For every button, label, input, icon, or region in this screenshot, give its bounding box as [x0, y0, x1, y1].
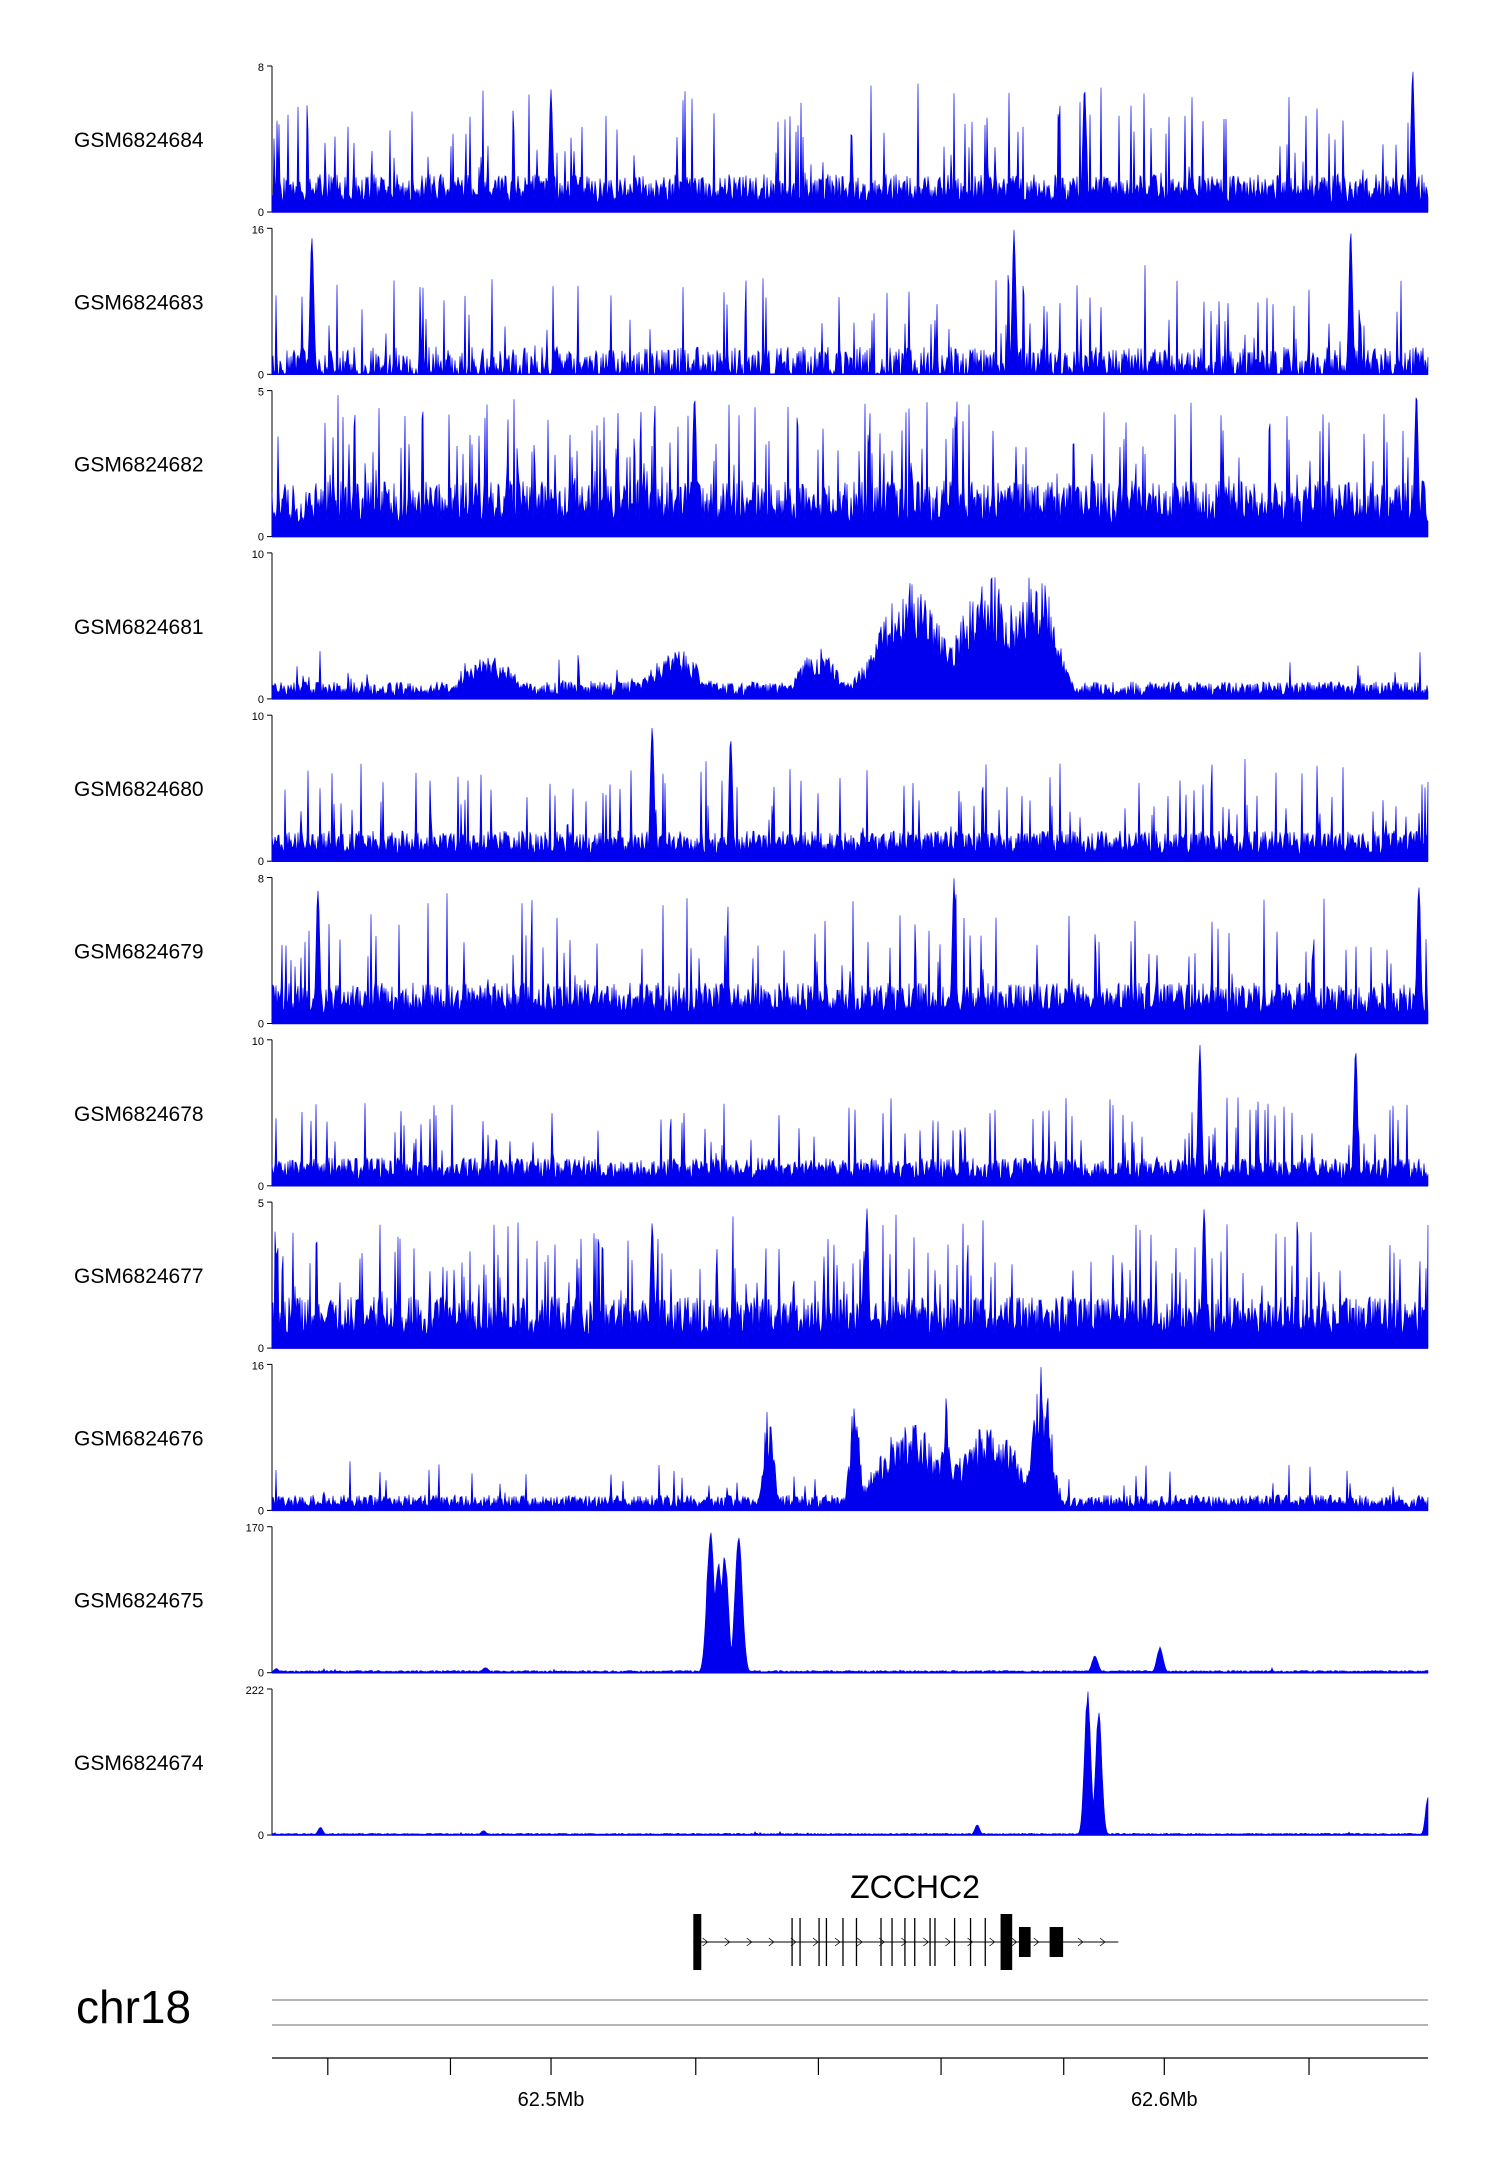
strand-arrow: [1077, 1937, 1084, 1947]
strand-arrow: [1099, 1937, 1106, 1947]
exon: [842, 1918, 844, 1966]
exon: [904, 1918, 906, 1966]
coverage-signal: [271, 1366, 1429, 1511]
exon: [799, 1918, 801, 1966]
strand-arrow: [1033, 1937, 1040, 1947]
strand-arrow: [768, 1937, 775, 1947]
chromosome-label: chr18: [76, 1981, 191, 2033]
track-GSM6824681: GSM6824681 10 0: [74, 549, 1429, 706]
strand-arrow: [923, 1937, 929, 1947]
exon: [825, 1918, 828, 1966]
track-label: GSM6824675: [74, 1590, 204, 1613]
coverage-signal: [271, 71, 1429, 213]
y-min-label: 0: [258, 694, 264, 706]
y-max-label: 5: [258, 387, 264, 399]
y-min-label: 0: [258, 369, 264, 381]
track-GSM6824676: GSM6824676 16 0: [74, 1360, 1429, 1517]
exon: [934, 1918, 936, 1966]
coverage-signal: [271, 577, 1429, 700]
x-tick-label: 62.5Mb: [518, 2089, 585, 2111]
gene-name-label: ZCCHC2: [850, 1869, 980, 1905]
track-label: GSM6824674: [74, 1752, 204, 1775]
exon: [693, 1914, 702, 1970]
strand-arrow: [967, 1937, 974, 1947]
y-min-label: 0: [258, 1019, 264, 1031]
exon: [914, 1918, 916, 1966]
y-min-label: 0: [258, 1505, 264, 1517]
y-max-label: 10: [252, 711, 264, 723]
exon: [969, 1918, 972, 1966]
coverage-signal: [271, 229, 1429, 376]
y-max-label: 10: [252, 1036, 264, 1048]
exon: [953, 1918, 956, 1966]
y-max-label: 10: [252, 549, 264, 561]
track-GSM6824680: GSM6824680 10 0: [74, 711, 1429, 868]
strand-arrow: [724, 1937, 731, 1947]
y-min-label: 0: [258, 856, 264, 868]
coverage-tracks: GSM682468480GSM6824683160GSM682468250GSM…: [74, 62, 1429, 1842]
exon: [855, 1918, 858, 1966]
track-label: GSM6824681: [74, 616, 204, 639]
strand-arrow: [702, 1937, 709, 1947]
exon: [1049, 1927, 1064, 1957]
exon: [818, 1918, 820, 1966]
gene-annotation-track: ZCCHC2: [693, 1869, 1119, 1970]
coverage-signal: [271, 1691, 1429, 1836]
y-min-label: 0: [258, 1668, 264, 1680]
x-tick-label: 62.6Mb: [1131, 2089, 1198, 2111]
track-GSM6824674: GSM6824674 222 0: [74, 1685, 1429, 1842]
y-min-label: 0: [258, 1181, 264, 1193]
strand-arrow: [746, 1937, 753, 1947]
coverage-signal: [271, 395, 1429, 537]
y-max-label: 8: [258, 62, 264, 74]
y-max-label: 5: [258, 1198, 264, 1210]
track-label: GSM6824677: [74, 1265, 204, 1288]
track-label: GSM6824682: [74, 454, 204, 477]
y-max-label: 222: [246, 1685, 264, 1697]
strand-arrow: [945, 1937, 952, 1947]
strand-arrow: [812, 1937, 819, 1947]
y-max-label: 16: [252, 1360, 264, 1372]
strand-arrow: [834, 1937, 841, 1947]
track-GSM6824678: GSM6824678 10 0: [74, 1036, 1429, 1193]
track-GSM6824675: GSM6824675 170 0: [74, 1523, 1429, 1680]
coverage-signal: [271, 878, 1429, 1024]
track-label: GSM6824680: [74, 778, 204, 801]
track-label: GSM6824679: [74, 941, 204, 964]
exon: [1018, 1927, 1031, 1957]
exon: [791, 1918, 793, 1966]
track-GSM6824683: GSM6824683 16 0: [74, 224, 1429, 381]
strand-arrow: [901, 1937, 907, 1947]
genomic-axis: chr18 62.5Mb 62.6Mb: [76, 1981, 1428, 2111]
y-max-label: 170: [246, 1523, 264, 1535]
y-min-label: 0: [258, 1830, 264, 1842]
y-min-label: 0: [258, 207, 264, 219]
coverage-signal: [271, 1532, 1429, 1673]
coverage-signal: [271, 1208, 1429, 1349]
track-label: GSM6824684: [74, 129, 204, 152]
exon: [929, 1918, 931, 1966]
strand-arrow: [989, 1937, 996, 1947]
strand-arrow: [1011, 1937, 1018, 1947]
exon: [891, 1918, 893, 1966]
y-max-label: 16: [252, 224, 264, 236]
coverage-signal: [271, 1044, 1429, 1187]
track-GSM6824684: GSM6824684 8 0: [74, 62, 1429, 219]
track-label: GSM6824678: [74, 1103, 204, 1126]
track-GSM6824677: GSM6824677 5 0: [74, 1198, 1429, 1355]
exon: [880, 1918, 882, 1966]
track-GSM6824679: GSM6824679 8 0: [74, 874, 1429, 1031]
y-min-label: 0: [258, 532, 264, 544]
strand-arrow: [856, 1937, 863, 1947]
track-GSM6824682: GSM6824682 5 0: [74, 387, 1429, 544]
exon: [984, 1918, 986, 1966]
y-max-label: 8: [258, 874, 264, 886]
coverage-signal: [271, 727, 1429, 862]
exon: [1000, 1914, 1013, 1970]
track-label: GSM6824683: [74, 291, 204, 314]
track-label: GSM6824676: [74, 1427, 204, 1450]
y-min-label: 0: [258, 1343, 264, 1355]
